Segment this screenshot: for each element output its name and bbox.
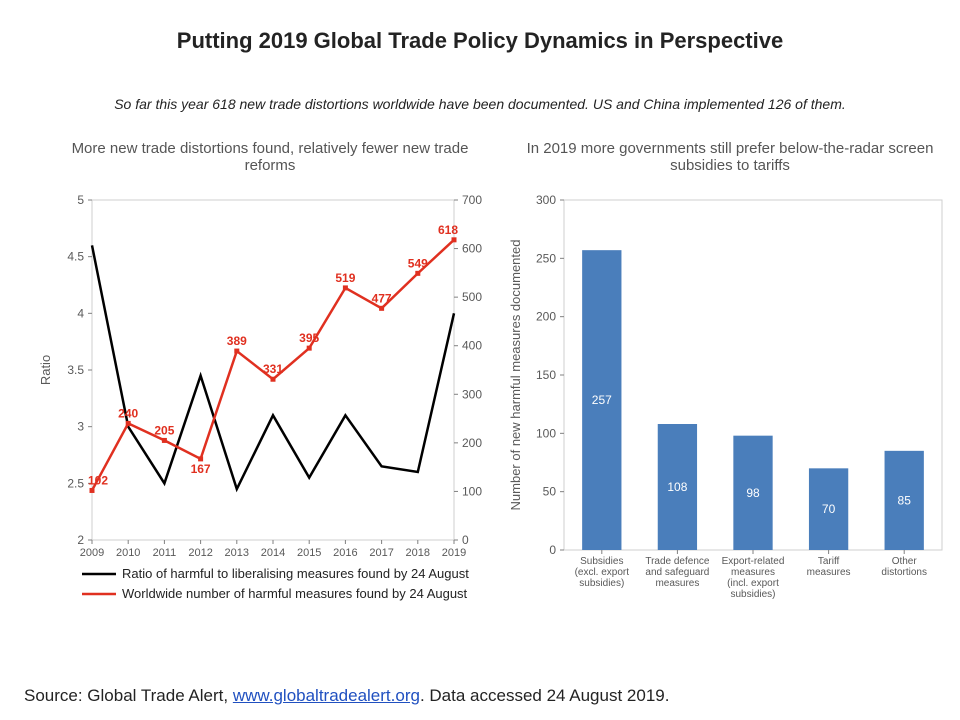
x-category: measures [807,567,851,578]
harmful-label: 205 [154,423,174,437]
x-tick: 2014 [261,547,285,559]
y-tick: 100 [536,426,556,440]
harmful-marker [271,377,276,382]
harmful-marker [379,306,384,311]
y-right-tick: 600 [462,242,482,256]
left-chart: 2 2.5 3 3.5 4 4.5 5 0 100 200 300 400 500 600 700 2009 2… [30,190,500,640]
y-right-tick: 300 [462,387,482,401]
y-tick: 250 [536,251,556,265]
harmful-label: 519 [335,271,355,285]
legend-label: Ratio of harmful to liberalising measure… [122,566,469,581]
right-chart: 0 50 100 150 200 250 300 Number of new harmful … [500,190,950,640]
y-right-tick: 400 [462,339,482,353]
source-prefix: Source: Global Trade Alert, [24,686,233,705]
y-left-title: Ratio [38,355,53,385]
y-right-tick: 700 [462,193,482,207]
y-left-tick: 4 [77,306,84,320]
y-left-tick: 3 [77,420,84,434]
harmful-marker [234,349,239,354]
y-title: Number of new harmful measures documente… [508,240,523,511]
y-tick: 150 [536,368,556,382]
y-right-tick: 200 [462,436,482,450]
source-link[interactable]: www.globaltradealert.org [233,686,420,705]
x-category: distortions [881,567,927,578]
y-tick: 0 [549,543,556,557]
harmful-marker [343,285,348,290]
y-tick: 200 [536,310,556,324]
legend-label: Worldwide number of harmful measures fou… [122,586,468,601]
x-tick: 2012 [188,547,212,559]
source-suffix: . Data accessed 24 August 2019. [420,686,670,705]
y-right-tick: 500 [462,290,482,304]
harmful-marker [90,488,95,493]
harmful-marker [415,271,420,276]
harmful-label: 389 [227,334,247,348]
y-left-tick: 2 [77,533,84,547]
harmful-marker [307,346,312,351]
y-left-tick: 5 [77,193,84,207]
x-category: measures [731,567,775,578]
x-category: (incl. export [727,578,779,589]
page-title: Putting 2019 Global Trade Policy Dynamic… [0,28,960,54]
x-category: Trade defence [645,556,710,567]
harmful-label: 331 [263,362,283,376]
x-tick: 2009 [80,547,104,559]
x-tick: 2017 [369,547,393,559]
x-category: (excl. export [575,567,630,578]
harmful-label: 395 [299,331,319,345]
page: Putting 2019 Global Trade Policy Dynamic… [0,0,960,720]
x-tick: 2019 [442,547,466,559]
bar-value: 108 [667,480,687,494]
y-tick: 300 [536,193,556,207]
left-chart-title: More new trade distortions found, relati… [60,140,480,174]
bar-value: 70 [822,502,836,516]
x-category: subsidies) [579,578,624,589]
x-category: Subsidies [580,556,623,567]
harmful-label: 618 [438,223,458,237]
bar-value: 85 [898,493,912,507]
x-category: Export-related [722,556,785,567]
y-right-tick: 0 [462,533,469,547]
right-chart-title: In 2019 more governments still prefer be… [520,140,940,174]
x-category: subsidies) [730,589,775,600]
bar-value: 98 [746,486,760,500]
harmful-label: 477 [372,291,392,305]
x-tick: 2018 [406,547,430,559]
y-left-tick: 4.5 [67,250,84,264]
y-left-tick: 2.5 [67,476,84,490]
harmful-label: 102 [88,473,108,487]
bar-value: 257 [592,393,612,407]
harmful-marker [198,456,203,461]
x-category: measures [655,578,699,589]
x-category: and safeguard [645,567,709,578]
x-category: Tariff [818,556,840,567]
harmful-marker [126,421,131,426]
x-tick: 2011 [153,547,177,559]
harmful-marker [162,438,167,443]
harmful-label: 549 [408,256,428,270]
x-tick: 2010 [116,547,140,559]
y-left-tick: 3.5 [67,363,84,377]
y-tick: 50 [543,485,557,499]
y-right-tick: 100 [462,484,482,498]
page-subtitle: So far this year 618 new trade distortio… [0,96,960,112]
harmful-label: 240 [118,406,138,420]
x-tick: 2013 [225,547,249,559]
source-line: Source: Global Trade Alert, www.globaltr… [24,686,669,706]
x-tick: 2016 [333,547,357,559]
harmful-label: 167 [191,462,211,476]
x-category: Other [892,556,918,567]
harmful-marker [452,237,457,242]
x-tick: 2015 [297,547,321,559]
